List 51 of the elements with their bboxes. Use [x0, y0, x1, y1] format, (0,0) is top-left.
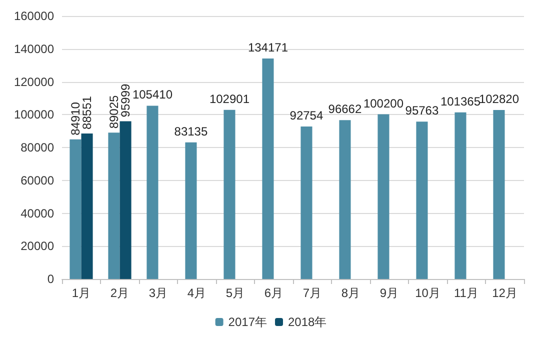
bar	[378, 114, 390, 279]
data-label: 95763	[405, 104, 439, 118]
x-tick-label: 1月	[72, 286, 91, 300]
x-tick-label: 2月	[110, 286, 130, 300]
data-label: 134171	[248, 40, 288, 54]
bar	[81, 133, 93, 279]
legend-label: 2018年	[288, 315, 327, 329]
bar	[416, 122, 428, 279]
data-label: 105410	[132, 88, 173, 102]
bar	[493, 110, 505, 279]
y-tick-label: 80000	[20, 140, 54, 154]
x-tick-label: 4月	[187, 286, 206, 300]
x-tick-label: 12月	[492, 286, 518, 300]
bar	[120, 121, 132, 279]
bar	[224, 110, 236, 279]
bar	[185, 142, 197, 279]
x-tick-label: 7月	[302, 286, 322, 300]
data-label: 100200	[363, 96, 404, 110]
data-label: 88551	[80, 96, 94, 130]
data-label: 101365	[440, 94, 481, 108]
bar	[262, 58, 274, 279]
data-label: 102820	[478, 92, 520, 106]
y-tick-label: 120000	[14, 74, 54, 89]
bar	[454, 112, 466, 279]
data-label: 84910	[68, 102, 82, 136]
bar	[70, 139, 82, 279]
data-label: 96662	[328, 102, 362, 116]
y-tick-label: 0	[47, 272, 54, 286]
data-label: 102901	[209, 92, 250, 106]
data-label: 83135	[174, 124, 208, 138]
y-tick-label: 40000	[20, 206, 54, 220]
y-tick-label: 100000	[14, 108, 54, 122]
bar	[146, 106, 158, 279]
x-tick-label: 10月	[415, 286, 440, 300]
data-label: 89025	[106, 94, 121, 129]
x-tick-label: 11月	[454, 286, 478, 300]
y-tick-label: 20000	[20, 239, 54, 254]
legend-label: 2017年	[228, 315, 268, 329]
x-tick-label: 9月	[380, 286, 399, 300]
y-tick-label: 140000	[14, 42, 54, 56]
data-label: 92754	[290, 108, 324, 123]
bar	[339, 120, 351, 279]
y-tick-label: 60000	[20, 173, 54, 188]
x-tick-label: 3月	[148, 286, 168, 300]
x-tick-label: 5月	[226, 286, 245, 300]
x-tick-label: 8月	[341, 286, 360, 300]
data-label: 95999	[118, 84, 133, 118]
bar	[108, 132, 120, 279]
bar	[300, 126, 312, 279]
y-tick-label: 160000	[14, 9, 54, 23]
x-tick-label: 6月	[264, 286, 284, 300]
